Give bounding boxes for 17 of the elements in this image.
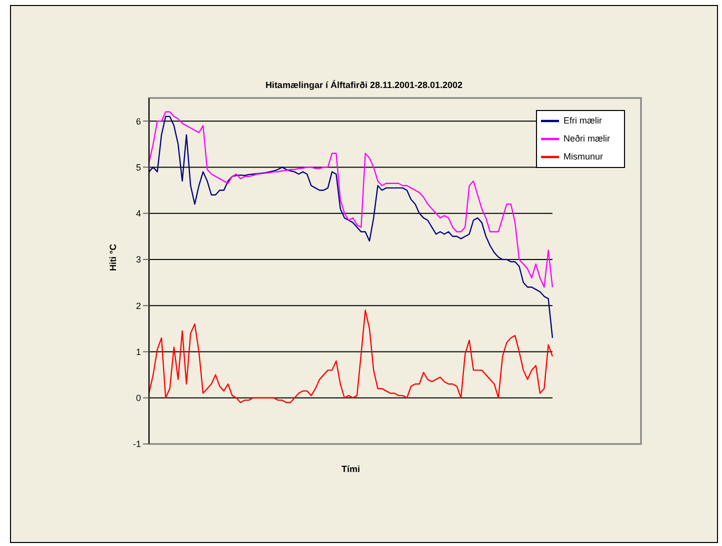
line-series [148, 116, 554, 338]
line-series [148, 310, 554, 404]
line-series [148, 111, 554, 288]
y-tick-label: 6 [136, 116, 141, 126]
legend-label: Neðri mælir [563, 133, 610, 144]
y-axis-title: Hiti °C [108, 243, 118, 271]
y-tick-label: 5 [136, 162, 141, 172]
y-tick-label: 2 [136, 300, 141, 311]
x-axis-title: Tími [341, 464, 360, 474]
y-tick-label: 4 [136, 208, 141, 219]
y-tick-label: 1 [136, 346, 141, 357]
y-tick-label: -1 [132, 439, 141, 450]
legend-label: Mismunur [563, 151, 603, 162]
legend-label: Efri mælir [563, 115, 602, 126]
y-tick-label: 3 [136, 254, 141, 265]
y-tick-label: 0 [136, 393, 141, 404]
chart-title: Hitamælingar í Álftafirði 28.11.2001-28.01.2002 [264, 80, 464, 90]
